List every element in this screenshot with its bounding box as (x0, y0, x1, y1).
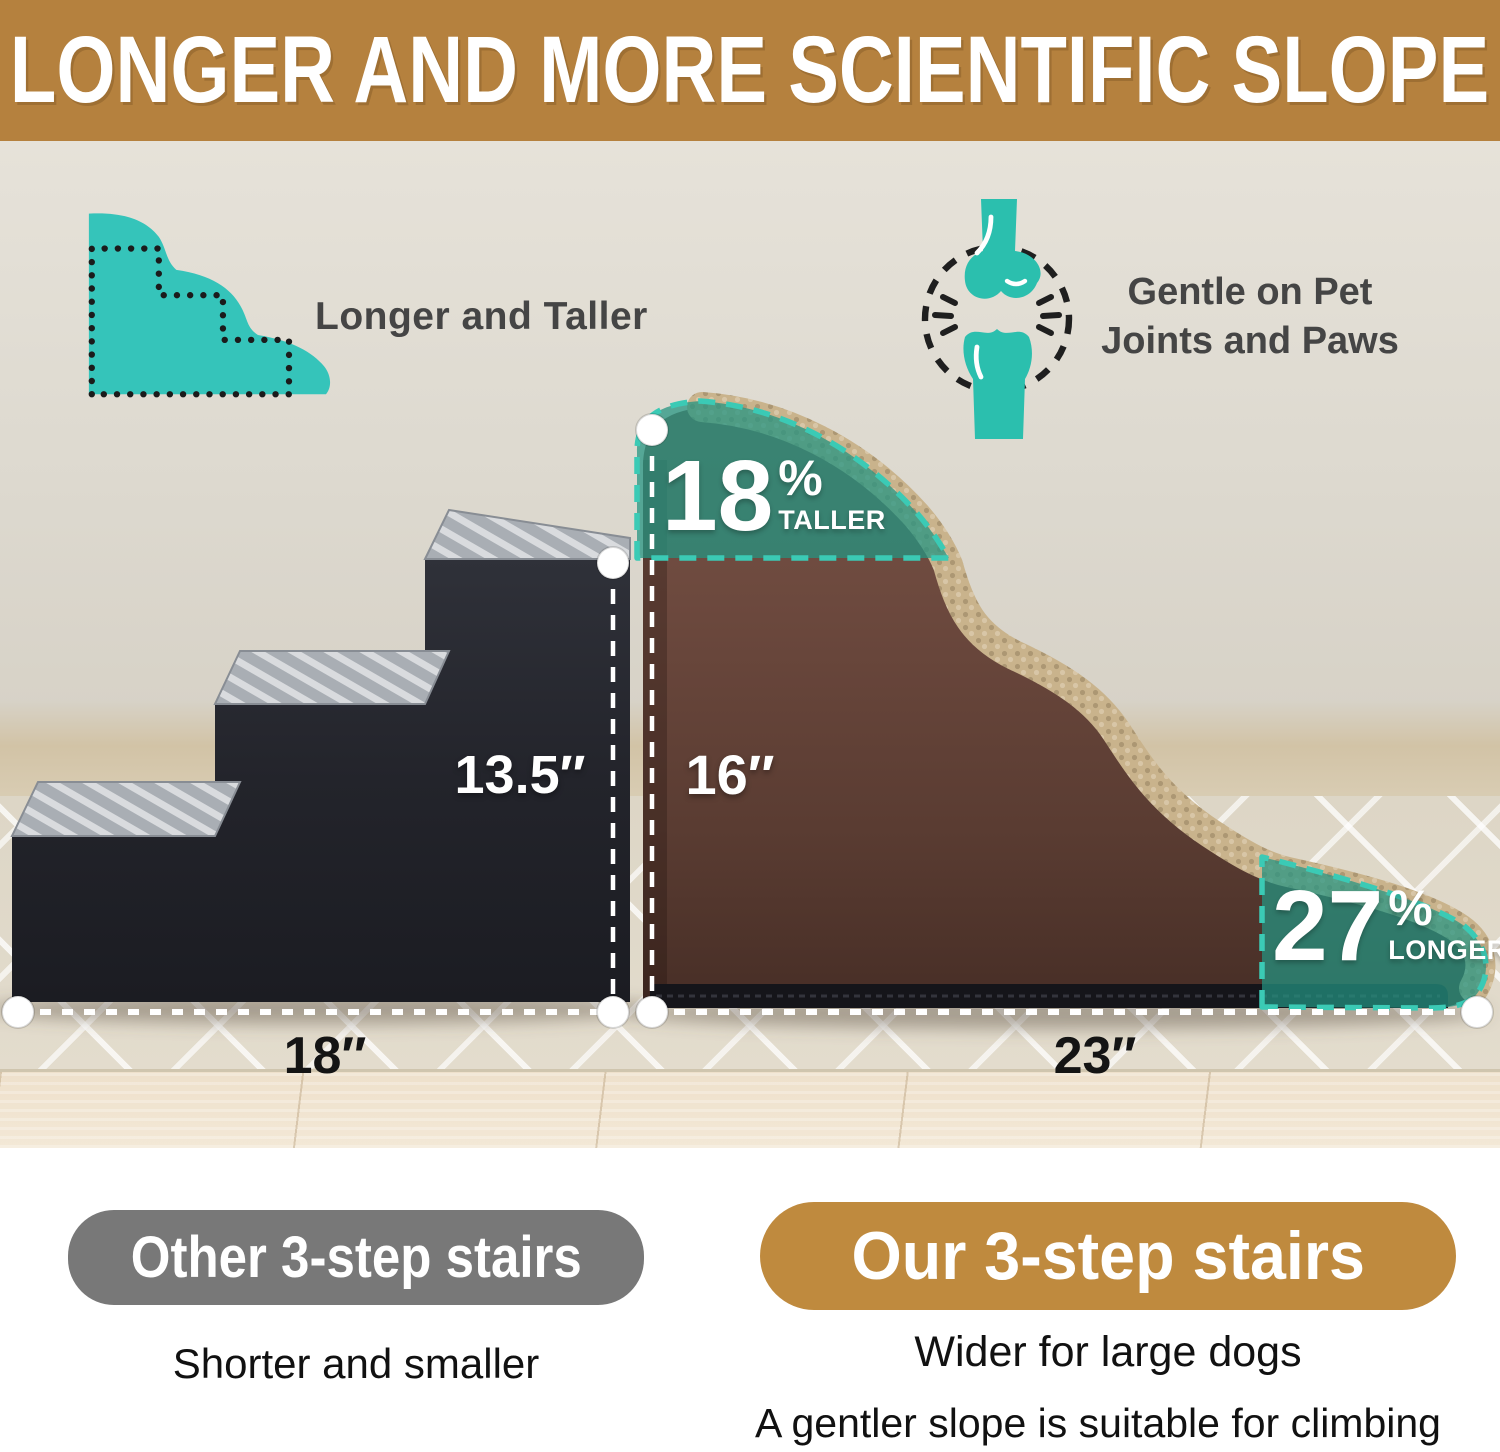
feature-label-line2: Joints and Paws (1101, 320, 1399, 362)
other-stairs-pill: Other 3-step stairs (68, 1210, 644, 1305)
our-stairs-description-line1: Wider for large dogs (914, 1328, 1302, 1376)
our-stair-width-label: 23″ (1053, 1027, 1137, 1085)
our-stairs-pill-label: Our 3-step stairs (851, 1218, 1365, 1294)
other-stairs-pill-label: Other 3-step stairs (130, 1225, 582, 1290)
other-stair-height-label: 13.5″ (454, 745, 586, 805)
footer-comparison: Other 3-step stairs Our 3-step stairs Sh… (0, 1148, 1500, 1452)
longer-word: LONGER (1388, 935, 1500, 965)
feature-label-longer-taller: Longer and Taller (315, 295, 648, 338)
other-stairs-description: Shorter and smaller (172, 1340, 540, 1387)
feature-label-gentle-joints: Gentle on Pet Joints and Paws (1085, 268, 1415, 366)
banner: LONGER AND MORE SCIENTIFIC SLOPE (0, 0, 1500, 141)
taller-badge: 18 % TALLER (662, 440, 886, 552)
taller-value: 18 (662, 440, 774, 552)
other-stair-width-label: 18″ (283, 1027, 367, 1085)
longer-badge: 27 % LONGER (1272, 870, 1500, 982)
taller-word: TALLER (778, 505, 886, 535)
banner-title: LONGER AND MORE SCIENTIFIC SLOPE (10, 17, 1490, 123)
longer-percent-sign: % (1388, 880, 1433, 936)
feature-label-line1: Gentle on Pet (1127, 271, 1373, 313)
wood-floor (0, 1072, 1500, 1148)
our-stair-height-label: 16″ (685, 743, 775, 806)
wall-background (0, 141, 1500, 711)
taller-percent-sign: % (778, 450, 823, 506)
our-stairs-description-line2: A gentler slope is suitable for climbing (755, 1400, 1441, 1446)
longer-value: 27 (1272, 870, 1384, 982)
our-stairs-pill: Our 3-step stairs (760, 1202, 1456, 1310)
